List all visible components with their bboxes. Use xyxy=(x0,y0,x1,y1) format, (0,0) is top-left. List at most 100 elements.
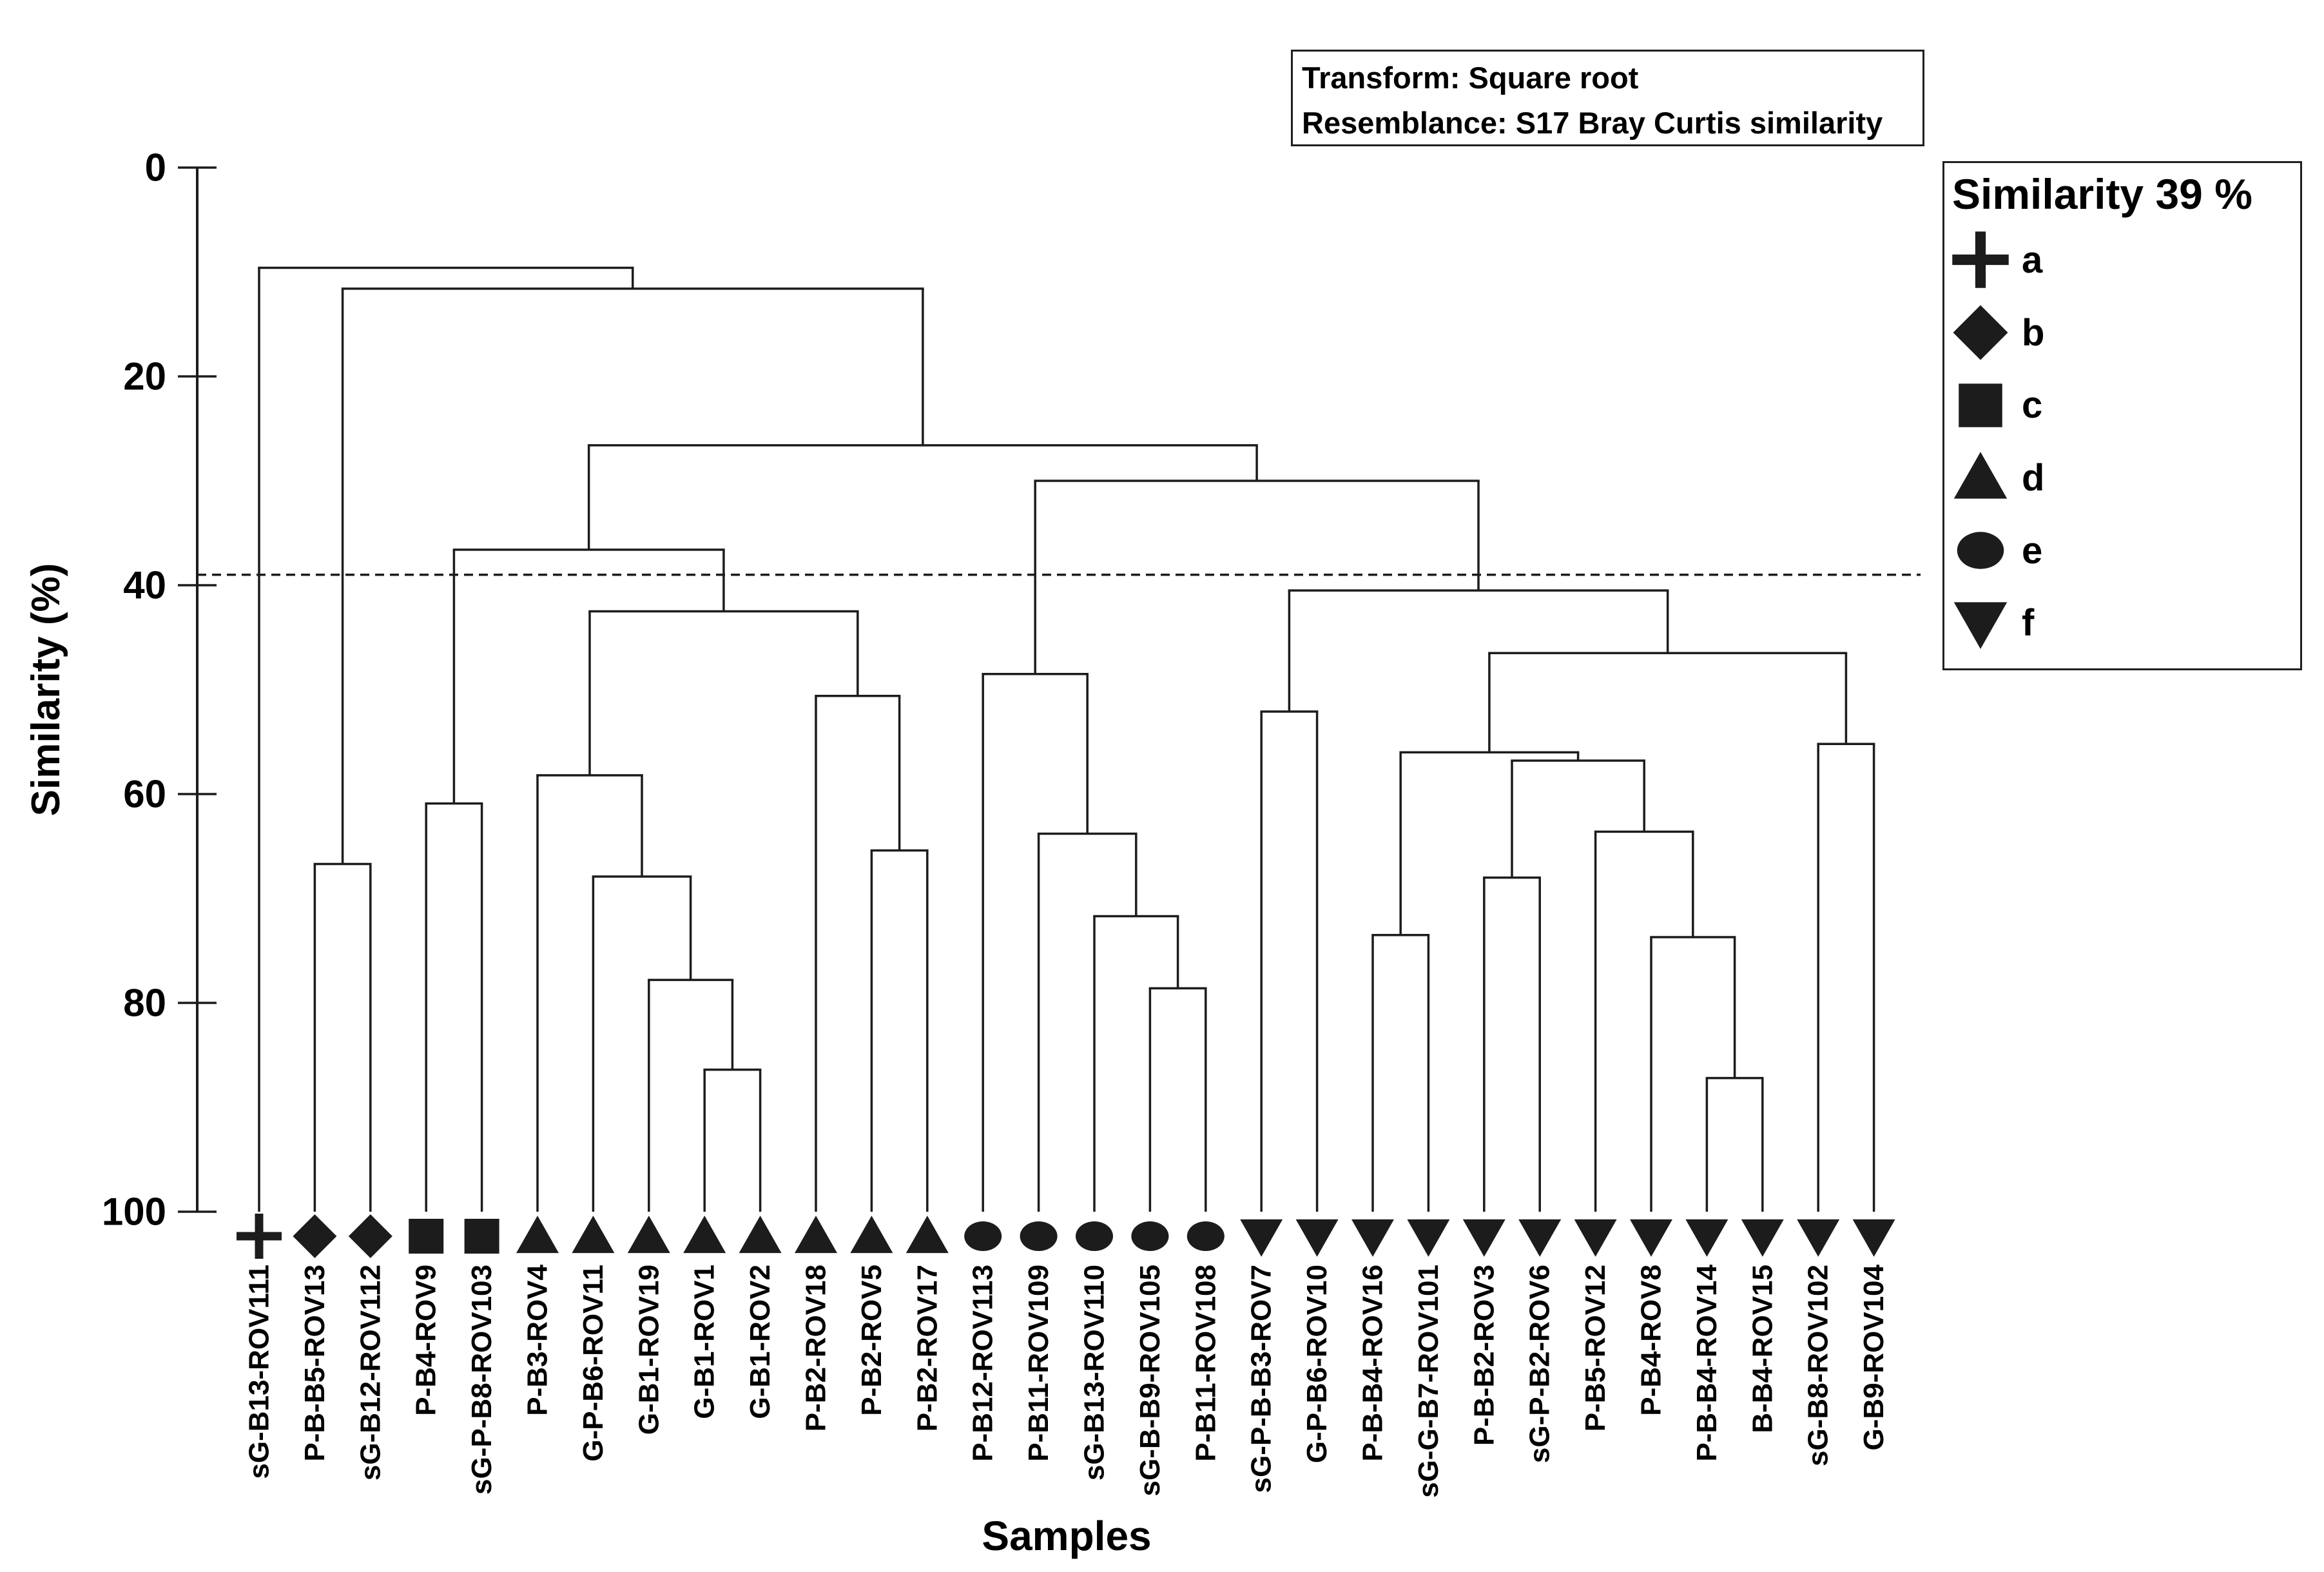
sample-label: sG-P-B2-ROV6 xyxy=(1524,1265,1556,1463)
sample-label: sG-B12-ROV112 xyxy=(354,1265,386,1480)
y-axis-title: Similarity (%) xyxy=(24,563,68,817)
triangle-up-marker-icon xyxy=(572,1216,615,1254)
circle-marker-icon xyxy=(964,1221,1002,1251)
sample-label: G-B1-ROV1 xyxy=(689,1265,721,1419)
x-axis-title: Samples xyxy=(982,1513,1151,1559)
legend-item-label: b xyxy=(2022,311,2045,354)
sample-label: sG-B8-ROV102 xyxy=(1803,1265,1834,1466)
triangle-up-marker-icon xyxy=(795,1216,837,1254)
triangle-down-legend-icon xyxy=(1953,602,2008,649)
triangle-down-marker-icon xyxy=(1574,1219,1617,1257)
triangle-up-marker-icon xyxy=(516,1216,559,1254)
plus-marker-icon xyxy=(237,1214,282,1259)
sample-label: P-B11-ROV108 xyxy=(1190,1265,1221,1462)
triangle-down-marker-icon xyxy=(1797,1219,1840,1257)
sample-label: P-B11-ROV109 xyxy=(1023,1265,1054,1462)
legend-title: Similarity 39 % xyxy=(1952,170,2252,218)
triangle-up-marker-icon xyxy=(905,1216,949,1254)
legend-item-f: f xyxy=(1948,587,2300,659)
sample-label: G-P-B6-ROV10 xyxy=(1301,1265,1333,1463)
sample-label: G-B9-ROV104 xyxy=(1858,1264,1890,1450)
y-tick-label: 100 xyxy=(102,1190,166,1234)
transform-info: Transform: Square root xyxy=(1302,61,1639,95)
y-tick-label: 0 xyxy=(145,146,166,189)
circle-marker-icon xyxy=(1186,1221,1225,1251)
circle-marker-icon xyxy=(1131,1221,1169,1251)
diamond-legend-icon xyxy=(1953,305,2008,360)
circle-marker-icon xyxy=(1020,1221,1058,1251)
resemblance-info: Resemblance: S17 Bray Curtis similarity xyxy=(1302,106,1883,140)
diamond-marker-icon xyxy=(348,1214,392,1258)
legend-item-label: a xyxy=(2022,238,2043,281)
legend-item-b: b xyxy=(1948,296,2300,369)
y-tick-label: 40 xyxy=(123,564,166,607)
sample-label: G-P-B6-ROV11 xyxy=(577,1265,609,1462)
sample-leaves: sG-B13-ROV111 P-B-B5-ROV13 sG-B12-ROV112 P-… xyxy=(237,1214,1895,1498)
sample-label: P-B-B4-ROV14 xyxy=(1691,1264,1723,1461)
triangle-up-legend-icon xyxy=(1953,452,2008,499)
triangle-up-marker-icon xyxy=(739,1216,782,1254)
sample-label: sG-B13-ROV110 xyxy=(1079,1265,1110,1480)
analysis-info-box: Transform: Square root Resemblance: S17 … xyxy=(1291,50,1924,146)
triangle-down-marker-icon xyxy=(1407,1219,1450,1257)
legend-item-d: d xyxy=(1948,442,2300,514)
circle-legend-icon xyxy=(1948,521,2013,580)
sample-label: P-B2-ROV5 xyxy=(856,1265,887,1416)
sample-label: P-B3-ROV4 xyxy=(522,1264,554,1415)
diamond-legend-icon xyxy=(1948,303,2013,362)
square-legend-icon xyxy=(1959,383,2002,427)
triangle-up-legend-icon xyxy=(1948,448,2013,507)
sample-label: sG-G-B7-ROV101 xyxy=(1413,1265,1444,1498)
plus-legend-icon xyxy=(1948,230,2013,289)
triangle-down-marker-icon xyxy=(1518,1219,1562,1257)
sample-label: P-B-B2-ROV3 xyxy=(1468,1265,1500,1446)
triangle-down-marker-icon xyxy=(1240,1219,1283,1257)
sample-label: G-B1-ROV19 xyxy=(633,1265,664,1435)
triangle-down-marker-icon xyxy=(1685,1219,1728,1257)
sample-label: sG-B13-ROV111 xyxy=(244,1265,275,1479)
square-marker-icon xyxy=(464,1219,499,1254)
y-tick-label: 60 xyxy=(123,773,166,816)
legend-item-e: e xyxy=(1948,514,2300,587)
triangle-up-marker-icon xyxy=(683,1216,726,1254)
y-axis: 0 20 40 60 80 100 xyxy=(102,146,217,1234)
triangle-down-marker-icon xyxy=(1351,1219,1394,1257)
dendrogram-tree xyxy=(258,266,1875,1212)
sample-label: P-B5-ROV12 xyxy=(1580,1265,1611,1431)
triangle-down-legend-icon xyxy=(1948,594,2013,653)
triangle-down-marker-icon xyxy=(1295,1219,1339,1257)
legend-item-c: c xyxy=(1948,369,2300,442)
triangle-down-marker-icon xyxy=(1741,1219,1784,1257)
sample-label: sG-P-B-B3-ROV7 xyxy=(1246,1265,1277,1493)
y-tick-label: 80 xyxy=(123,982,166,1025)
sample-label: B-B4-ROV15 xyxy=(1747,1265,1778,1433)
plus-legend-icon xyxy=(1952,231,2009,289)
sample-label: sG-P-B8-ROV103 xyxy=(466,1265,498,1495)
square-legend-icon xyxy=(1948,376,2013,435)
legend-item-label: e xyxy=(2022,529,2043,572)
sample-label: P-B4-ROV9 xyxy=(411,1265,442,1416)
diamond-marker-icon xyxy=(293,1214,337,1258)
sample-label: P-B-B5-ROV13 xyxy=(299,1265,331,1462)
sample-label: sG-B-B9-ROV105 xyxy=(1134,1265,1166,1496)
circle-marker-icon xyxy=(1076,1221,1113,1251)
triangle-down-marker-icon xyxy=(1852,1219,1895,1257)
sample-label: P-B-B4-ROV16 xyxy=(1357,1265,1389,1462)
legend-item-label: d xyxy=(2022,456,2045,499)
triangle-down-marker-icon xyxy=(1462,1219,1506,1257)
y-tick-label: 20 xyxy=(123,355,166,398)
legend-item-label: f xyxy=(2022,602,2035,645)
triangle-up-marker-icon xyxy=(850,1216,893,1254)
triangle-down-marker-icon xyxy=(1630,1219,1672,1257)
circle-legend-icon xyxy=(1957,532,2004,569)
sample-label: P-B4-ROV8 xyxy=(1636,1265,1667,1416)
triangle-up-marker-icon xyxy=(627,1216,670,1254)
sample-label: P-B12-ROV113 xyxy=(967,1265,999,1462)
sample-label: P-B2-ROV18 xyxy=(800,1265,832,1431)
sample-label: G-B1-ROV2 xyxy=(744,1265,776,1419)
legend-item-label: c xyxy=(2022,384,2043,427)
